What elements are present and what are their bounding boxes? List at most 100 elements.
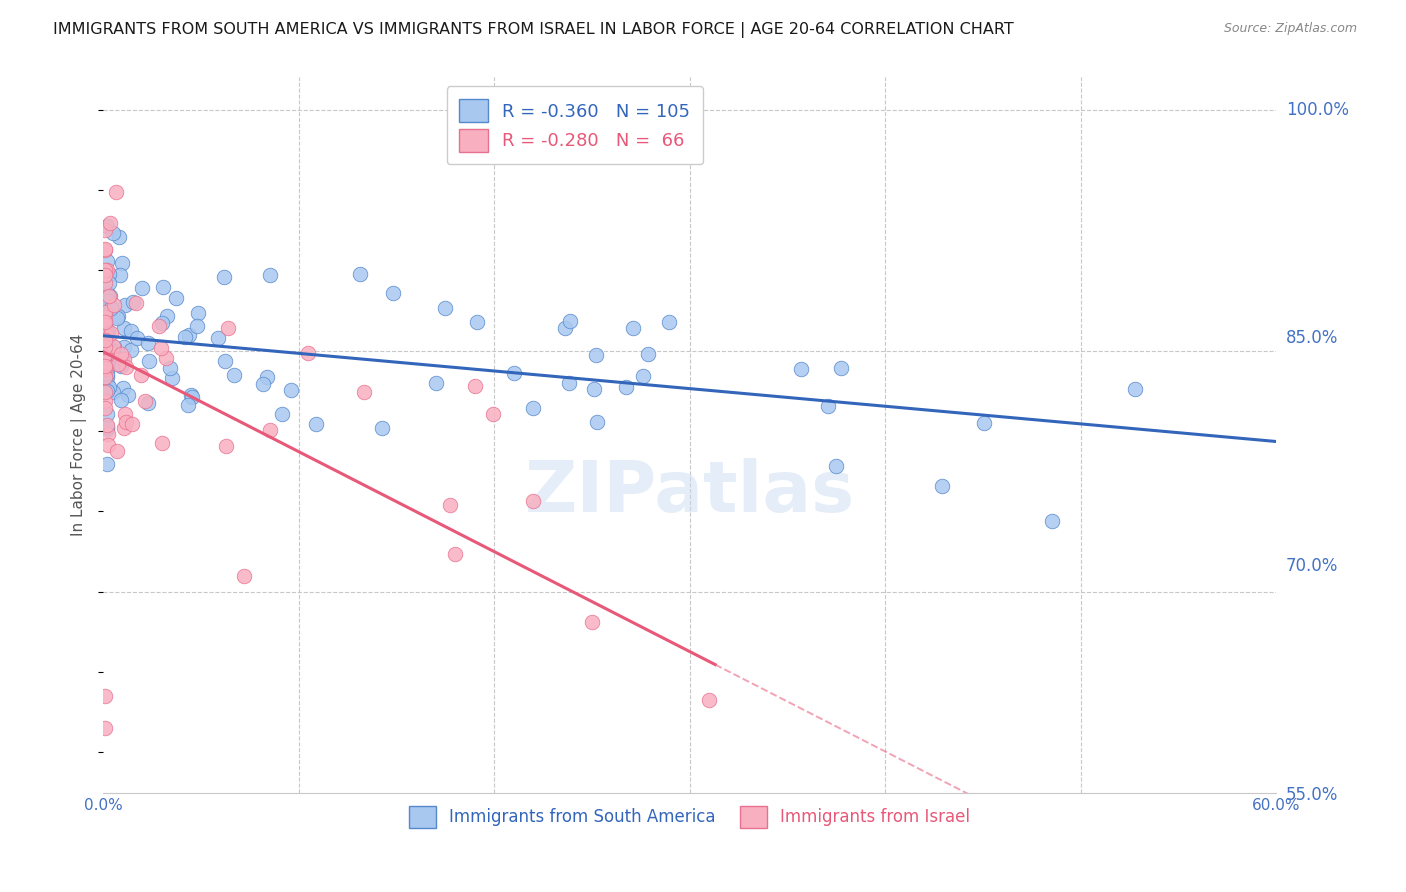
- Point: [94, 305, 117, 319]
- Point: [464, 378, 486, 392]
- Point: [108, 268, 131, 283]
- Point: [96, 219, 118, 234]
- Point: [222, 368, 245, 382]
- Point: [160, 371, 183, 385]
- Point: [150, 316, 173, 330]
- Point: [112, 381, 135, 395]
- Point: [96, 367, 118, 381]
- Point: [94, 223, 117, 237]
- Point: [101, 227, 124, 241]
- Point: [96, 326, 118, 340]
- Point: [97, 438, 120, 452]
- Point: [94, 243, 117, 257]
- Point: [94, 334, 117, 348]
- Point: [110, 359, 132, 373]
- Point: [96, 408, 118, 422]
- Point: [270, 408, 292, 422]
- Point: [186, 318, 208, 333]
- Point: [103, 298, 125, 312]
- Point: [931, 479, 953, 493]
- Point: [94, 349, 117, 363]
- Point: [96, 290, 118, 304]
- Point: [94, 268, 117, 283]
- Point: [131, 368, 153, 382]
- Point: [96, 301, 118, 316]
- Point: [830, 361, 852, 376]
- Point: [94, 242, 117, 256]
- Point: [136, 395, 159, 409]
- Point: [973, 417, 995, 431]
- Point: [100, 326, 122, 340]
- Point: [180, 388, 202, 402]
- Point: [98, 216, 121, 230]
- Point: [444, 548, 467, 562]
- Point: [97, 295, 120, 310]
- Point: [94, 384, 117, 399]
- Point: [98, 276, 121, 290]
- Point: [94, 401, 117, 415]
- Point: [207, 331, 229, 345]
- Point: [297, 346, 319, 360]
- Point: [96, 420, 118, 434]
- Point: [554, 321, 576, 335]
- Point: [98, 289, 121, 303]
- Point: [97, 344, 120, 359]
- Point: [94, 346, 117, 360]
- Point: [481, 407, 503, 421]
- Point: [94, 318, 117, 332]
- Point: [98, 288, 121, 302]
- Point: [212, 270, 235, 285]
- Point: [121, 417, 143, 431]
- Point: [586, 415, 609, 429]
- Point: [96, 357, 118, 371]
- Point: [112, 320, 135, 334]
- Point: [433, 301, 456, 315]
- Point: [280, 383, 302, 397]
- Point: [233, 568, 256, 582]
- Point: [96, 359, 118, 373]
- Point: [96, 254, 118, 268]
- Point: [120, 343, 142, 358]
- Point: [503, 366, 526, 380]
- Point: [125, 331, 148, 345]
- Point: [138, 353, 160, 368]
- Point: [620, 882, 643, 892]
- Point: [259, 423, 281, 437]
- Point: [110, 347, 132, 361]
- Point: [94, 360, 117, 375]
- Point: [107, 310, 129, 324]
- Point: [97, 427, 120, 442]
- Point: [180, 390, 202, 404]
- Point: [103, 340, 125, 354]
- Point: [582, 382, 605, 396]
- Point: [105, 311, 128, 326]
- Point: [96, 262, 118, 277]
- Point: [305, 417, 328, 431]
- Point: [177, 397, 200, 411]
- Point: [98, 343, 121, 357]
- Point: [100, 301, 122, 316]
- Point: [110, 392, 132, 407]
- Point: [107, 357, 129, 371]
- Point: [103, 339, 125, 353]
- Point: [94, 370, 117, 384]
- Point: [256, 370, 278, 384]
- Point: [112, 351, 135, 366]
- Point: [97, 324, 120, 338]
- Point: [114, 407, 136, 421]
- Point: [122, 294, 145, 309]
- Point: [96, 376, 118, 391]
- Point: [825, 459, 848, 474]
- Point: [105, 185, 128, 199]
- Point: [114, 297, 136, 311]
- Point: [614, 380, 637, 394]
- Point: [259, 268, 281, 282]
- Point: [125, 295, 148, 310]
- Point: [558, 376, 581, 391]
- Point: [252, 377, 274, 392]
- Point: [522, 401, 544, 416]
- Point: [558, 313, 581, 327]
- Point: [94, 393, 117, 408]
- Point: [94, 722, 117, 736]
- Point: [94, 262, 117, 277]
